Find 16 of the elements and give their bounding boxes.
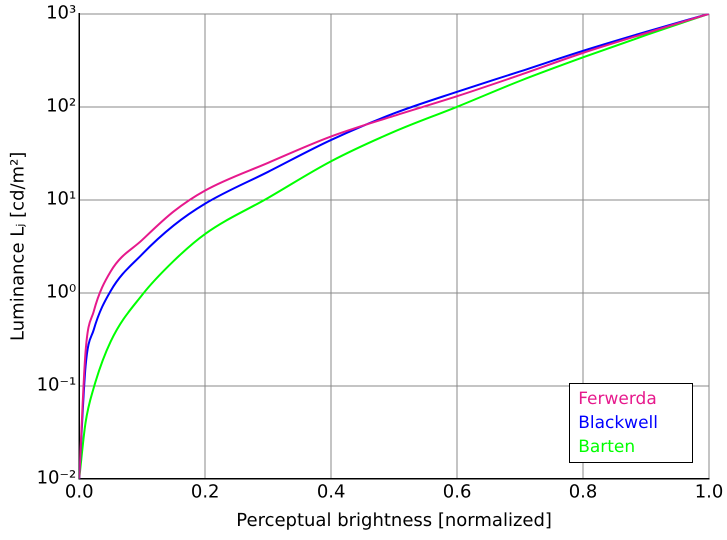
- x-tick-label: 0.2: [190, 481, 220, 502]
- text: Blackwell: [578, 412, 658, 435]
- text: Ferwerda: [578, 388, 658, 411]
- x-tick-label: 0.8: [568, 481, 598, 502]
- x-tick-label: 0.4: [316, 481, 346, 502]
- y-tick-label: 10²: [46, 95, 76, 116]
- x-axis-title: Perceptual brightness [normalized]: [236, 510, 552, 531]
- y-axis-title: Luminance Lⱼ [cd/m²]: [7, 152, 28, 341]
- x-tick-label: 0.6: [442, 481, 472, 502]
- y-tick-label: 10⁰: [46, 281, 76, 302]
- y-tick-label: 10¹: [46, 188, 76, 210]
- line-series: [79, 14, 709, 479]
- y-tick-label: 10³: [46, 2, 76, 24]
- y-tick-label: 10⁻¹: [36, 374, 76, 396]
- text: Barten: [578, 436, 636, 459]
- x-tick-label: 1.0: [694, 481, 724, 502]
